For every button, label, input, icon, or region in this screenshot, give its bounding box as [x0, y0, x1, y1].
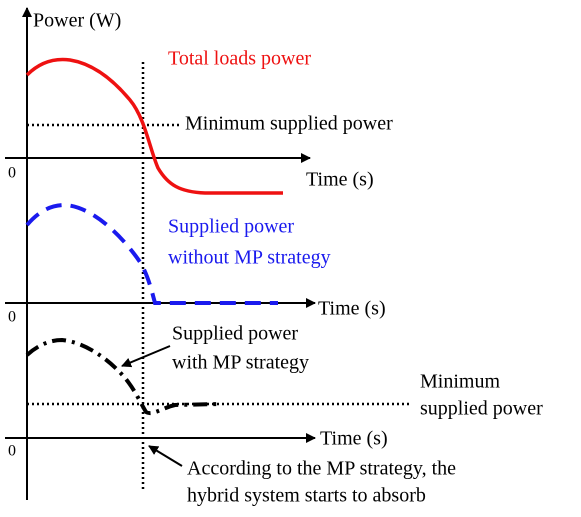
origin: 0	[8, 165, 16, 182]
origin: 0	[8, 309, 16, 326]
x-axis-label: Time (s)	[306, 169, 374, 191]
curve-label: Total loads power	[168, 48, 311, 70]
pointer-arrow	[121, 345, 171, 368]
annotation: According to the MP strategy, the	[187, 458, 456, 480]
origin: 0	[8, 443, 16, 460]
supplied-curve	[25, 202, 278, 305]
annotation-arrow	[148, 445, 183, 467]
threshold-label: Minimum	[420, 371, 500, 393]
curve-label: Supplied power	[168, 216, 294, 238]
y-axis-label: Power (W)	[33, 10, 121, 32]
curve-label: without MP strategy	[168, 247, 331, 269]
x-axis-label: Time (s)	[318, 298, 386, 320]
supplied-curve-mp	[25, 337, 221, 416]
x-axis-label: Time (s)	[320, 428, 388, 450]
curve-label: Supplied power	[172, 323, 298, 345]
load-curve	[25, 57, 283, 195]
threshold-label: supplied power	[420, 398, 543, 420]
curve-label: with MP strategy	[172, 352, 309, 374]
threshold-label: Minimum supplied power	[185, 113, 393, 135]
annotation: hybrid system starts to absorb	[187, 485, 426, 507]
